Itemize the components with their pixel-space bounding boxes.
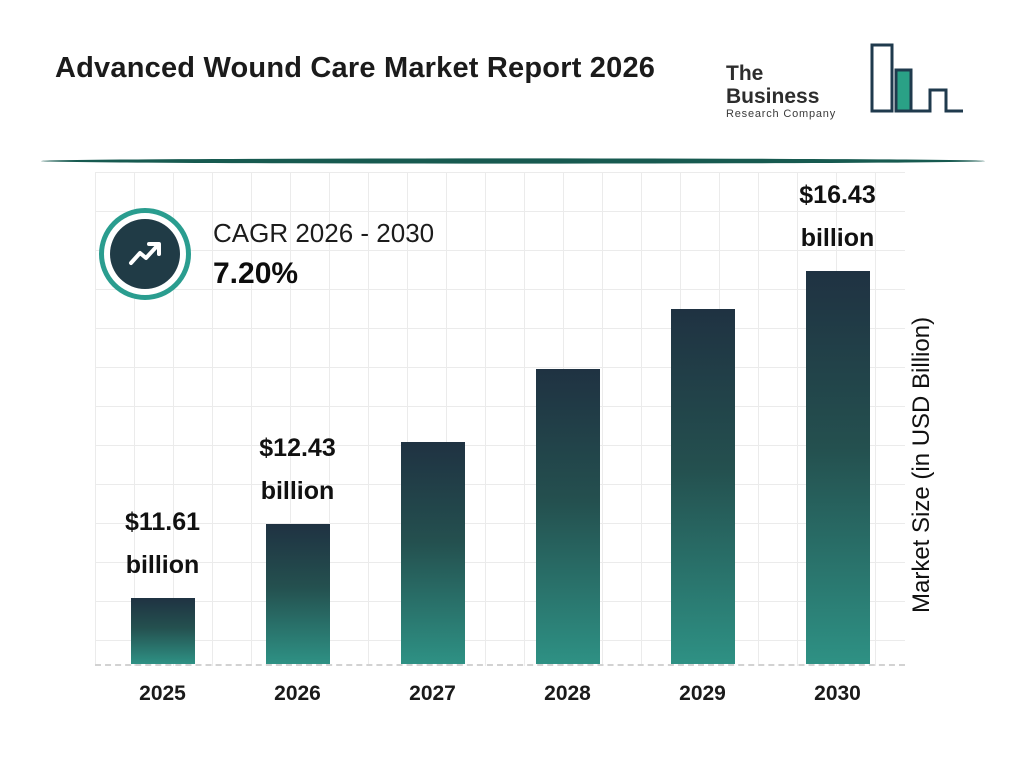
cagr-label: CAGR 2026 - 2030 xyxy=(213,217,435,248)
x-axis-label-2030: 2030 xyxy=(814,682,861,705)
cagr-text: CAGR 2026 - 2030 7.20% xyxy=(213,218,434,291)
bar-value-label: $11.61 billion xyxy=(124,507,201,580)
bar-value-label: $16.43 billion xyxy=(799,180,876,253)
cagr-icon-ring xyxy=(99,208,191,300)
logo-subname: Research Company xyxy=(726,107,837,120)
bar-2029 xyxy=(670,309,735,664)
x-axis: 2025 2026 2027 2028 2029 2030 xyxy=(95,682,905,706)
x-axis-label-2028: 2028 xyxy=(544,682,591,705)
bar-2028 xyxy=(535,369,600,664)
x-axis-label-2026: 2026 xyxy=(274,682,321,705)
company-logo-text: The Business Research Company xyxy=(726,62,862,120)
bar-2026 xyxy=(265,524,330,664)
bar-2027 xyxy=(400,442,465,664)
y-axis-label: Market Size (in USD Billion) xyxy=(908,316,935,614)
trend-arrow-icon xyxy=(110,219,180,289)
bar-slot xyxy=(635,309,770,664)
bar-slot: $12.43 billion xyxy=(230,427,365,664)
x-axis-label-2029: 2029 xyxy=(679,682,726,705)
page-title: Advanced Wound Care Market Report 2026 xyxy=(55,52,656,84)
cagr-value: 7.20% xyxy=(213,256,299,290)
bar-slot: $16.43 billion xyxy=(770,174,905,664)
cagr-badge: CAGR 2026 - 2030 7.20% xyxy=(99,208,434,300)
company-logo: The Business Research Company xyxy=(726,40,966,125)
market-size-bar-chart: $11.61 billion $12.43 billion $16.43 billion … xyxy=(95,172,905,732)
bar-value-label: $12.43 billion xyxy=(259,433,336,506)
bar-slot xyxy=(500,369,635,664)
bar-2025 xyxy=(130,598,195,664)
x-axis-label-2025: 2025 xyxy=(139,682,186,705)
logo-name: The Business xyxy=(726,62,820,108)
x-axis-label-2027: 2027 xyxy=(409,682,456,705)
bar-slot: $11.61 billion xyxy=(95,501,230,664)
plot-area: $11.61 billion $12.43 billion $16.43 billion xyxy=(95,172,905,666)
logo-barchart-icon xyxy=(866,40,966,125)
bar-slot xyxy=(365,442,500,664)
header-divider xyxy=(40,153,986,164)
bar-2030 xyxy=(805,271,870,664)
